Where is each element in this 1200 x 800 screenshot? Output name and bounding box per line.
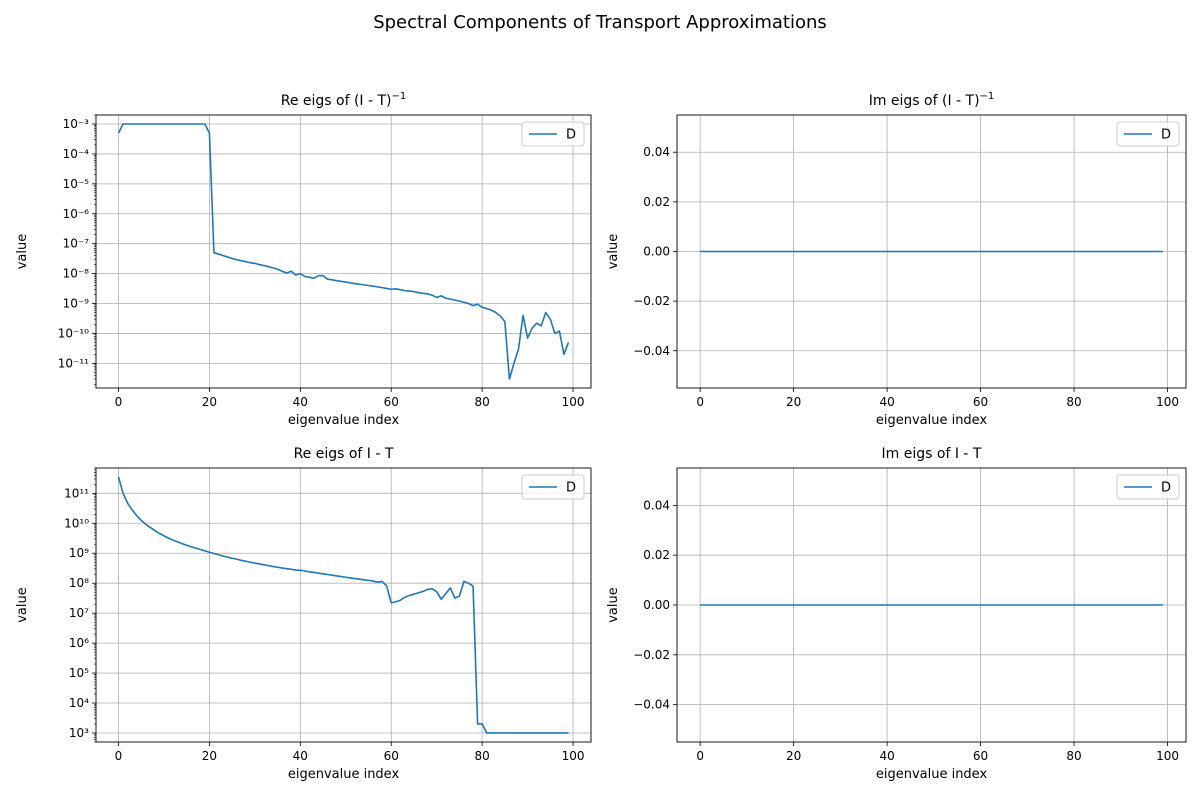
x-tick-label: 60 bbox=[384, 395, 399, 409]
legend-label: D bbox=[566, 128, 576, 143]
x-tick-label: 0 bbox=[115, 749, 123, 763]
axes-frame bbox=[676, 114, 1187, 389]
y-tick-label: −0.02 bbox=[633, 294, 670, 308]
x-tick-label: 100 bbox=[1156, 395, 1179, 409]
y-axis-label: value bbox=[15, 234, 30, 270]
y-tick-label: −0.04 bbox=[633, 344, 670, 358]
y-tick-label: 10¹⁰ bbox=[64, 516, 89, 530]
y-tick-label: 10⁻⁶ bbox=[63, 207, 90, 221]
y-tick-label: 10⁻¹⁰ bbox=[58, 326, 89, 340]
subplot-3: 0 20 40 60 80 100 10³ 10⁴ 10⁵ 10⁶ 10⁷ 10⁸ 10⁹ 10¹⁰ 10¹… bbox=[15, 446, 592, 782]
y-tick-label: 10⁹ bbox=[69, 546, 89, 560]
x-axis-label: eigenvalue index bbox=[288, 767, 400, 782]
x-axis-label: eigenvalue index bbox=[288, 413, 400, 428]
y-axis-label: value bbox=[606, 234, 621, 270]
x-tick-label: 20 bbox=[202, 749, 217, 763]
y-tick-label: 10⁻⁴ bbox=[63, 147, 90, 161]
legend-label: D bbox=[566, 481, 576, 496]
y-tick-label: 0.04 bbox=[643, 498, 670, 512]
y-tick-label: 10¹¹ bbox=[64, 486, 89, 500]
legend-label: D bbox=[1161, 128, 1171, 143]
y-tick-label: 0.00 bbox=[643, 598, 670, 612]
subplot-2: 0 20 40 60 80 100 −0.04 −0.02 0.00 0.02 0.04 Im eig… bbox=[606, 91, 1187, 428]
y-tick-label: 10⁻⁹ bbox=[63, 297, 90, 311]
subplot-title-text: Im eigs of (I - T) bbox=[869, 93, 980, 109]
x-tick-label: 20 bbox=[786, 749, 801, 763]
x-tick-label: 100 bbox=[562, 749, 585, 763]
x-tick-label: 0 bbox=[696, 395, 704, 409]
legend: D bbox=[1116, 474, 1180, 500]
x-tick-label: 80 bbox=[1066, 749, 1081, 763]
figure-suptitle: Spectral Components of Transport Approxi… bbox=[373, 12, 827, 33]
subplot-title-superscript: −1 bbox=[392, 91, 407, 102]
subplot-title: Re eigs of I - T bbox=[294, 446, 394, 462]
subplot-title-text: Im eigs of I - T bbox=[882, 446, 982, 462]
axes-frame bbox=[95, 114, 592, 389]
y-tick-label: 0.02 bbox=[643, 195, 670, 209]
y-axis-label: value bbox=[15, 587, 30, 623]
x-axis-label: eigenvalue index bbox=[876, 413, 988, 428]
subplot-1: 0 20 40 60 80 100 10⁻¹¹ 10⁻¹⁰ 10⁻⁹ 10⁻⁸ 10⁻⁷ 10⁻⁶ 10… bbox=[15, 91, 592, 428]
x-tick-label: 40 bbox=[293, 749, 308, 763]
subplot-title: Im eigs of I - T bbox=[882, 446, 982, 462]
subplot-title-text: Re eigs of I - T bbox=[294, 446, 394, 462]
subplot-title-text: Re eigs of (I - T) bbox=[281, 93, 392, 109]
subplot-4: 0 20 40 60 80 100 −0.04 −0.02 0.00 0.02 0.04 Im eig… bbox=[606, 446, 1187, 782]
x-tick-label: 100 bbox=[562, 395, 585, 409]
y-tick-label: 10⁻⁸ bbox=[63, 267, 90, 281]
y-tick-label: 10⁻³ bbox=[63, 117, 90, 131]
y-tick-label: 10⁴ bbox=[69, 696, 89, 710]
subplot-title: Im eigs of (I - T)−1 bbox=[869, 91, 995, 109]
axes-frame bbox=[676, 467, 1187, 743]
subplot-title-superscript: −1 bbox=[980, 91, 995, 102]
x-tick-label: 100 bbox=[1156, 749, 1179, 763]
x-tick-label: 80 bbox=[1066, 395, 1081, 409]
y-tick-label: 10⁷ bbox=[69, 606, 89, 620]
legend: D bbox=[1116, 121, 1180, 147]
x-tick-label: 60 bbox=[973, 749, 988, 763]
legend: D bbox=[521, 121, 585, 147]
y-tick-label: 10³ bbox=[69, 726, 89, 740]
y-tick-label: 10⁵ bbox=[69, 666, 89, 680]
y-tick-label: 10⁸ bbox=[69, 576, 89, 590]
x-tick-label: 40 bbox=[879, 395, 894, 409]
y-tick-label: 10⁻⁷ bbox=[63, 237, 90, 251]
x-tick-label: 0 bbox=[115, 395, 123, 409]
series-line-D bbox=[117, 123, 570, 380]
y-tick-label: 0.02 bbox=[643, 548, 670, 562]
y-tick-label: 10⁻⁵ bbox=[63, 177, 90, 191]
axes-frame bbox=[95, 467, 592, 743]
x-axis-label: eigenvalue index bbox=[876, 767, 988, 782]
legend-label: D bbox=[1161, 481, 1171, 496]
x-tick-label: 40 bbox=[879, 749, 894, 763]
y-tick-label: −0.02 bbox=[633, 648, 670, 662]
x-tick-label: 20 bbox=[202, 395, 217, 409]
legend: D bbox=[521, 474, 585, 500]
x-tick-label: 60 bbox=[973, 395, 988, 409]
y-tick-label: −0.04 bbox=[633, 698, 670, 712]
subplot-title: Re eigs of (I - T)−1 bbox=[281, 91, 407, 109]
series-line-D bbox=[117, 476, 569, 734]
y-axis-label: value bbox=[606, 587, 621, 623]
x-tick-label: 80 bbox=[474, 749, 489, 763]
y-tick-label: 0.00 bbox=[643, 245, 670, 259]
x-tick-label: 0 bbox=[696, 749, 704, 763]
x-tick-label: 60 bbox=[384, 749, 399, 763]
x-tick-label: 20 bbox=[786, 395, 801, 409]
x-tick-label: 40 bbox=[293, 395, 308, 409]
y-tick-label: 10⁶ bbox=[69, 636, 89, 650]
x-tick-label: 80 bbox=[474, 395, 489, 409]
y-tick-label: 10⁻¹¹ bbox=[58, 356, 89, 370]
y-tick-label: 0.04 bbox=[643, 145, 670, 159]
